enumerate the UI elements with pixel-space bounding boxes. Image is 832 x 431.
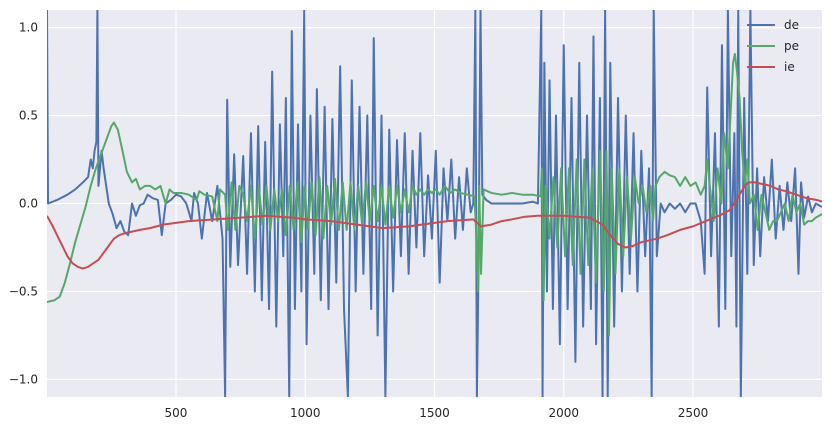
legend-label-ie: ie bbox=[784, 60, 795, 74]
x-tick-label: 2500 bbox=[678, 406, 709, 420]
x-tick-label: 2000 bbox=[548, 406, 579, 420]
y-tick-label: 0.0 bbox=[19, 197, 38, 211]
x-tick-label: 500 bbox=[165, 406, 188, 420]
y-tick-label: 0.5 bbox=[19, 109, 38, 123]
x-axis-ticks: 500 1000 1500 2000 2500 bbox=[165, 406, 709, 420]
x-tick-label: 1000 bbox=[290, 406, 321, 420]
series-layer bbox=[47, 10, 822, 397]
series-line-de bbox=[47, 10, 822, 397]
y-tick-label: 1.0 bbox=[19, 21, 38, 35]
legend: de pe ie bbox=[747, 18, 799, 74]
y-tick-label: −1.0 bbox=[9, 372, 38, 386]
y-axis-ticks: −1.0 −0.5 0.0 0.5 1.0 bbox=[9, 21, 38, 387]
series-line-ie bbox=[47, 181, 822, 270]
series-line-pe bbox=[47, 52, 822, 337]
y-tick-label: −0.5 bbox=[9, 284, 38, 298]
x-tick-label: 1500 bbox=[419, 406, 450, 420]
legend-label-pe: pe bbox=[784, 39, 799, 53]
legend-label-de: de bbox=[784, 18, 799, 32]
